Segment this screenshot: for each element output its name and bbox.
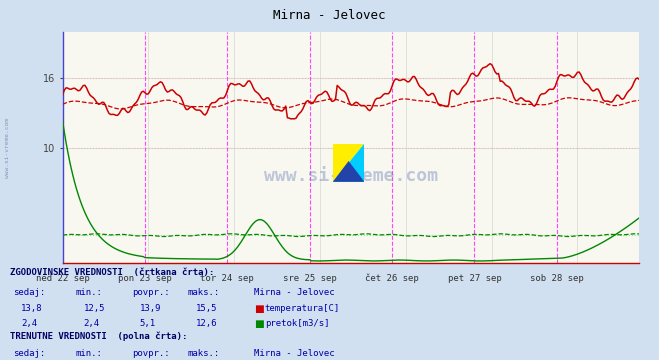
- Text: 12,5: 12,5: [84, 304, 105, 313]
- Text: sre 25 sep: sre 25 sep: [283, 274, 337, 283]
- Text: pretok[m3/s]: pretok[m3/s]: [265, 319, 330, 328]
- Text: čet 26 sep: čet 26 sep: [365, 274, 419, 283]
- Text: povpr.:: povpr.:: [132, 349, 169, 358]
- Text: TRENUTNE VREDNOSTI  (polna črta):: TRENUTNE VREDNOSTI (polna črta):: [10, 331, 187, 341]
- Text: sedaj:: sedaj:: [13, 288, 45, 297]
- Text: sedaj:: sedaj:: [13, 349, 45, 358]
- Text: www.si-vreme.com: www.si-vreme.com: [5, 118, 11, 177]
- Text: povpr.:: povpr.:: [132, 288, 169, 297]
- Text: ■: ■: [254, 319, 264, 329]
- Polygon shape: [333, 144, 364, 182]
- Text: ZGODOVINSKE VREDNOSTI  (črtkana črta):: ZGODOVINSKE VREDNOSTI (črtkana črta):: [10, 268, 214, 277]
- Text: maks.:: maks.:: [188, 288, 220, 297]
- Text: www.si-vreme.com: www.si-vreme.com: [264, 167, 438, 185]
- Text: temperatura[C]: temperatura[C]: [265, 304, 340, 313]
- Polygon shape: [333, 144, 364, 182]
- Text: 13,8: 13,8: [21, 304, 43, 313]
- Text: Mirna - Jelovec: Mirna - Jelovec: [254, 349, 334, 358]
- Text: ned 22 sep: ned 22 sep: [36, 274, 90, 283]
- Text: min.:: min.:: [76, 349, 103, 358]
- Text: pon 23 sep: pon 23 sep: [118, 274, 172, 283]
- Text: 2,4: 2,4: [21, 319, 37, 328]
- Text: maks.:: maks.:: [188, 349, 220, 358]
- Text: 13,9: 13,9: [140, 304, 161, 313]
- Text: 15,5: 15,5: [196, 304, 217, 313]
- Text: pet 27 sep: pet 27 sep: [447, 274, 501, 283]
- Polygon shape: [333, 161, 364, 182]
- Text: 2,4: 2,4: [84, 319, 100, 328]
- Text: min.:: min.:: [76, 288, 103, 297]
- Text: ■: ■: [254, 304, 264, 314]
- Text: 12,6: 12,6: [196, 319, 217, 328]
- Text: sob 28 sep: sob 28 sep: [530, 274, 584, 283]
- Text: tor 24 sep: tor 24 sep: [200, 274, 254, 283]
- Text: Mirna - Jelovec: Mirna - Jelovec: [254, 288, 334, 297]
- Text: 5,1: 5,1: [140, 319, 156, 328]
- Text: Mirna - Jelovec: Mirna - Jelovec: [273, 9, 386, 22]
